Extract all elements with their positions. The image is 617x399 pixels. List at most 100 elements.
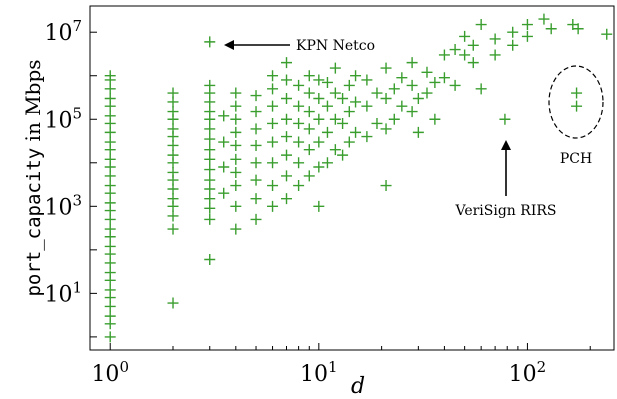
data-point — [371, 87, 383, 99]
data-point — [361, 131, 373, 143]
data-point — [230, 153, 242, 165]
data-point — [489, 49, 501, 61]
data-point — [350, 126, 362, 138]
data-point — [571, 100, 583, 112]
data-point — [329, 62, 341, 74]
data-point — [218, 161, 230, 173]
data-point — [104, 223, 116, 235]
data-point — [412, 126, 424, 138]
data-point — [329, 87, 341, 99]
data-point — [421, 87, 433, 99]
data-point — [281, 57, 293, 69]
data-point — [267, 200, 279, 212]
data-point — [521, 19, 533, 31]
data-point — [230, 87, 242, 99]
annotation-kpn-arrowhead — [224, 40, 234, 50]
data-point — [167, 123, 179, 135]
data-point — [313, 200, 325, 212]
data-point — [250, 123, 262, 135]
data-point — [343, 79, 355, 91]
x-tick-label: 101 — [300, 358, 338, 387]
annotation-verisign: VeriSign RIRS — [455, 140, 557, 219]
data-point — [343, 106, 355, 118]
data-point — [321, 100, 333, 112]
y-tick-label: 107 — [44, 17, 82, 46]
data-point — [313, 113, 325, 125]
data-point — [313, 136, 325, 148]
data-point — [371, 117, 383, 129]
data-point — [293, 79, 305, 91]
x-tick-label-base: 10 — [91, 362, 119, 387]
data-point — [489, 33, 501, 45]
data-point — [438, 49, 450, 61]
y-tick-label-exponent: 3 — [72, 191, 82, 209]
data-point — [321, 76, 333, 88]
y-axis-label: port_capacity in Mbps — [21, 59, 45, 296]
data-point — [250, 193, 262, 205]
data-point — [204, 106, 216, 118]
data-point — [281, 149, 293, 161]
y-tick-label: 105 — [44, 104, 82, 133]
plot-frame — [89, 5, 615, 351]
data-point — [104, 153, 116, 165]
data-point — [204, 193, 216, 205]
data-point — [204, 253, 216, 265]
data-point — [303, 70, 315, 82]
data-point — [499, 113, 511, 125]
data-point — [406, 79, 418, 91]
data-point — [204, 144, 216, 156]
data-point — [361, 74, 373, 86]
data-point — [250, 90, 262, 102]
y-tick-label-exponent: 5 — [72, 104, 82, 122]
data-point — [281, 131, 293, 143]
x-axis-ticks: 100 101 102 — [91, 343, 591, 387]
data-point — [388, 113, 400, 125]
data-point — [329, 144, 341, 156]
y-tick-label-exponent: 7 — [72, 17, 82, 35]
y-tick-label-base: 10 — [44, 21, 72, 46]
data-point — [104, 92, 116, 104]
data-point — [429, 76, 441, 88]
data-point — [475, 19, 487, 31]
data-point — [167, 193, 179, 205]
data-point — [293, 180, 305, 192]
data-point — [438, 72, 450, 84]
data-point — [167, 166, 179, 178]
data-point — [230, 113, 242, 125]
data-point — [380, 180, 392, 192]
data-point — [412, 92, 424, 104]
data-point — [538, 13, 550, 25]
data-point — [104, 284, 116, 296]
data-points — [104, 13, 613, 343]
pch-dashed-ellipse — [548, 65, 604, 139]
data-point — [449, 79, 461, 91]
data-point — [167, 106, 179, 118]
x-axis-label: d — [351, 374, 365, 399]
data-point — [104, 267, 116, 279]
data-point — [230, 139, 242, 151]
data-point — [313, 161, 325, 173]
data-point — [545, 23, 557, 35]
data-point — [396, 72, 408, 84]
data-point — [204, 133, 216, 145]
data-point — [337, 117, 349, 129]
data-point — [230, 166, 242, 178]
data-point — [104, 136, 116, 148]
data-point — [204, 153, 216, 165]
y-tick-label-exponent: 1 — [72, 278, 82, 296]
data-point — [104, 310, 116, 322]
data-point — [204, 213, 216, 225]
data-point — [267, 157, 279, 169]
annotation-verisign-arrowhead — [501, 140, 511, 150]
data-point — [459, 49, 471, 61]
data-point — [167, 297, 179, 309]
annotation-kpn-label: KPN Netco — [296, 38, 375, 54]
data-point — [350, 96, 362, 108]
data-point — [521, 30, 533, 42]
annotation-verisign-label: VeriSign RIRS — [455, 203, 557, 219]
data-point — [230, 100, 242, 112]
data-point — [104, 331, 116, 343]
data-point — [429, 113, 441, 125]
data-point — [104, 180, 116, 192]
